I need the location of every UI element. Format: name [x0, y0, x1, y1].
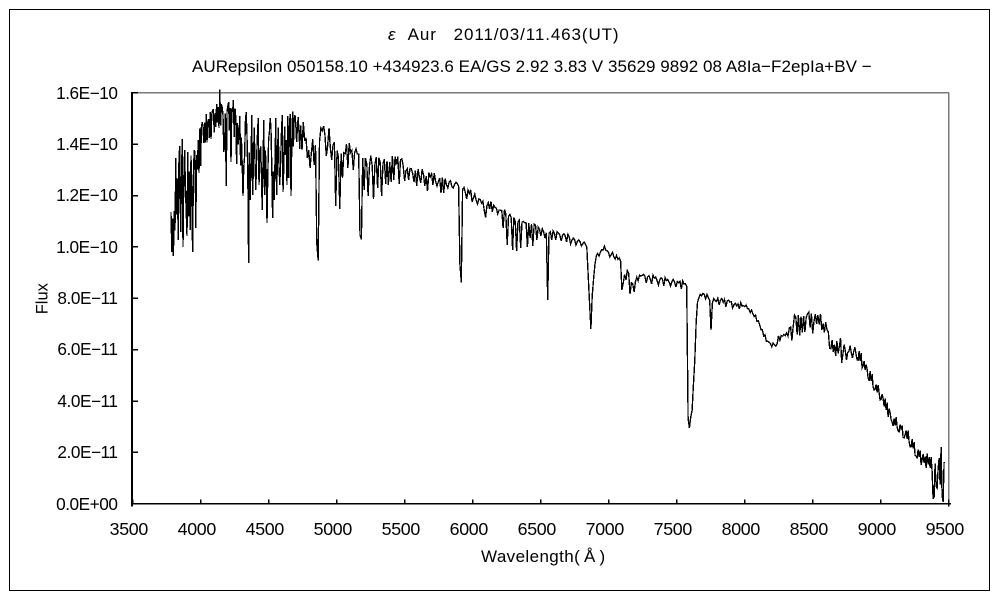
svg-text:Flux: Flux: [33, 282, 51, 314]
